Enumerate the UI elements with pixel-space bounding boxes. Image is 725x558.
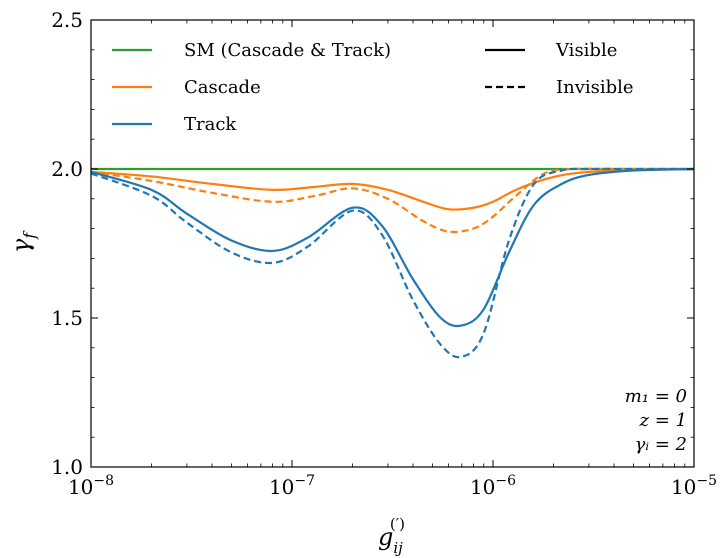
- x-axis-label-main: g: [378, 523, 393, 551]
- x-axis-label-sup: (′): [390, 515, 405, 533]
- plot-frame: [90, 19, 695, 468]
- legend-style-label: Invisible: [556, 77, 634, 98]
- x-axis-label-sub: ij: [393, 539, 403, 557]
- series-line-track-dashed: [90, 167, 694, 359]
- y-axis-label-main: γ: [7, 238, 35, 253]
- y-axis-label: γf: [7, 230, 39, 253]
- x-tick-label: 10−7: [269, 473, 315, 499]
- legend-style-label: Visible: [555, 40, 617, 61]
- y-axis-label-sub: f: [20, 230, 39, 240]
- x-tick-label: 10−6: [470, 473, 516, 499]
- annotations: m₁ = 0 z = 1 γᵢ = 2: [625, 386, 687, 455]
- annotation-label: γᵢ = 2: [635, 434, 687, 455]
- y-tick-label: 2.5: [51, 8, 83, 32]
- legend-label: Cascade: [184, 77, 261, 98]
- annotation-label: z = 1: [639, 410, 687, 431]
- legend-label: SM (Cascade & Track): [184, 40, 391, 61]
- x-tick-label: 10−5: [671, 473, 717, 499]
- annotation-label: m₁ = 0: [625, 386, 687, 407]
- legend: SM (Cascade & Track) Cascade Track Visible I…: [112, 40, 634, 135]
- series-line-cascade-dashed: [90, 167, 694, 234]
- series-line-track-solid: [90, 167, 695, 328]
- series-layer: [90, 167, 695, 359]
- y-tick-label: 1.5: [51, 306, 83, 330]
- series-line-cascade-solid: [90, 167, 695, 211]
- y-tick-label: 2.0: [51, 157, 83, 181]
- x-tick-label: 10−8: [68, 473, 114, 499]
- x-axis-label: gij (′): [378, 515, 405, 557]
- legend-label: Track: [184, 114, 237, 135]
- y-tick-label: 1.0: [51, 455, 83, 479]
- ticks-layer: 1.0 1.5 2.0 2.5 10−8 10−7 10−6 10−5: [51, 8, 717, 499]
